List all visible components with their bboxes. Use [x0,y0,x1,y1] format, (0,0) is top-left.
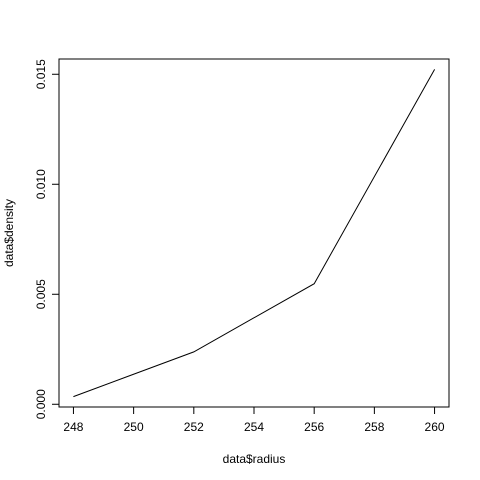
y-tick-label: 0.015 [34,59,48,89]
x-axis-title: data$radius [223,452,286,466]
x-axis: 248 250 252 254 256 258 260 [63,406,445,434]
y-axis-title: data$density [2,199,16,267]
x-tick-label: 252 [184,420,204,434]
y-tick-label: 0.010 [34,169,48,199]
x-tick-label: 248 [63,420,83,434]
series-line [73,69,436,398]
x-tick-label: 250 [124,420,144,434]
y-tick-label: 0.000 [34,389,48,419]
x-tick-label: 254 [244,420,264,434]
y-axis: 0.000 0.005 0.010 0.015 [34,59,60,419]
x-tick-label: 258 [364,420,384,434]
y-tick-label: 0.005 [34,279,48,309]
x-tick-label: 256 [304,420,324,434]
series-group [73,69,436,398]
x-tick-label: 260 [425,420,445,434]
